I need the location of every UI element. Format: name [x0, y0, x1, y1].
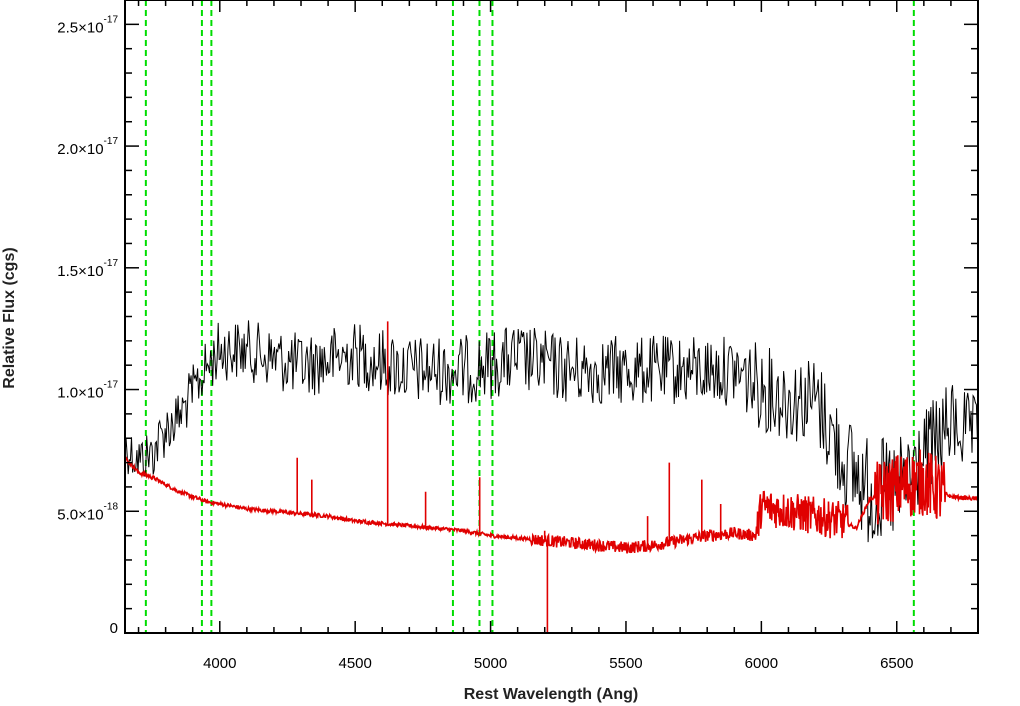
x-tick-label: 6500: [880, 655, 913, 672]
x-tick-label: 5500: [609, 655, 642, 672]
emission-line-markers: [144, 0, 915, 633]
series-model-spectrum: [124, 321, 979, 633]
y-tick-label: 1.5×10-17: [57, 258, 118, 280]
series-layer: [124, 320, 979, 633]
x-tick-label: 5000: [474, 655, 507, 672]
x-tick-label: 6000: [745, 655, 778, 672]
y-tick-label: 2.0×10-17: [57, 136, 118, 158]
y-axis-title: Relative Flux (cgs): [1, 247, 18, 388]
tick-labels: 4000 4500 5000 5500 6000 6500 0 5.0×10-18 1.0×10…: [57, 14, 913, 672]
y-tick-label: 0: [110, 620, 118, 637]
y-tick-label: 2.5×10-17: [57, 14, 118, 36]
y-tick-label: 5.0×10-18: [57, 501, 118, 523]
x-axis-title: Rest Wavelength (Ang): [464, 686, 639, 703]
series-observed-spectrum: [124, 320, 978, 543]
x-tick-label: 4500: [338, 655, 371, 672]
axis-ticks: [125, 0, 979, 634]
y-tick-label: 1.0×10-17: [57, 380, 118, 402]
x-tick-label: 4000: [203, 655, 236, 672]
